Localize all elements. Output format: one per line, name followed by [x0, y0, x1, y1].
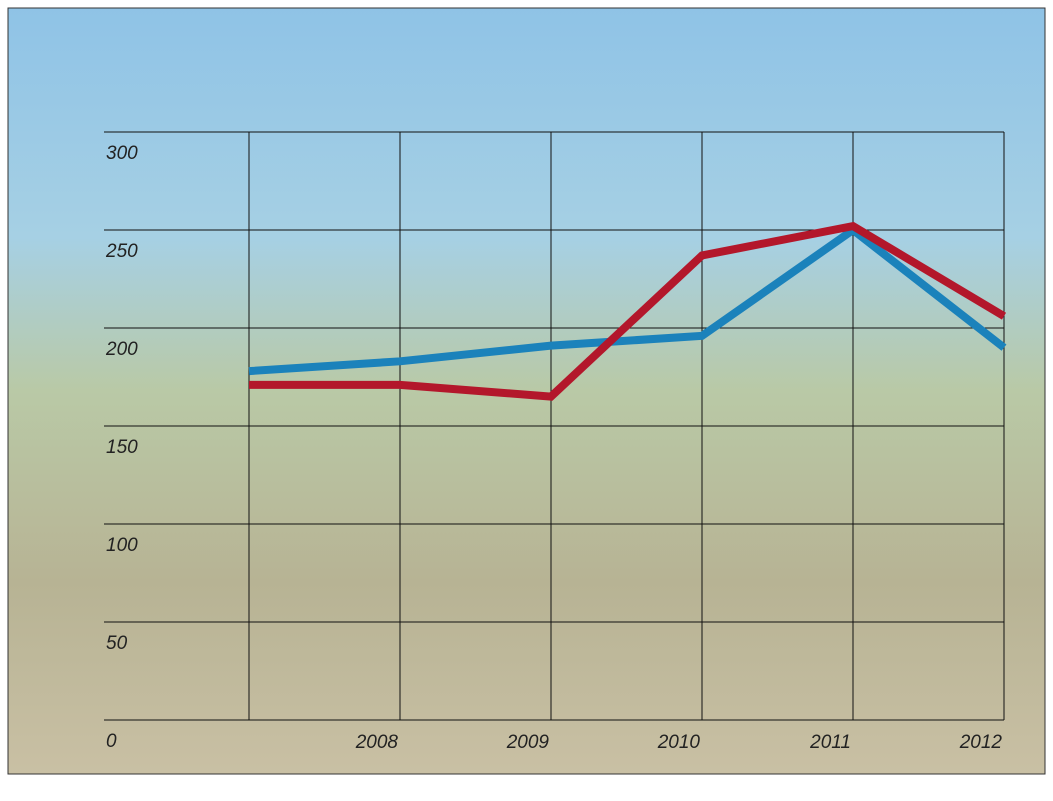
- x-tick-label: 2008: [355, 732, 399, 753]
- y-tick-label: 50: [106, 633, 128, 654]
- y-tick-label: 100: [106, 535, 138, 556]
- x-tick-label: 2010: [657, 732, 701, 753]
- y-tick-label: 150: [106, 437, 138, 458]
- x-tick-label: 2012: [959, 732, 1003, 753]
- y-tick-label: 200: [105, 339, 138, 360]
- y-tick-label: 250: [105, 241, 138, 262]
- series-line: [249, 221, 1007, 401]
- series-line: [248, 225, 1007, 376]
- x-tick-label: 2009: [506, 732, 550, 753]
- y-tick-label: 300: [106, 143, 138, 164]
- x-tick-label: 2011: [809, 732, 851, 753]
- y-tick-label: 0: [106, 731, 117, 752]
